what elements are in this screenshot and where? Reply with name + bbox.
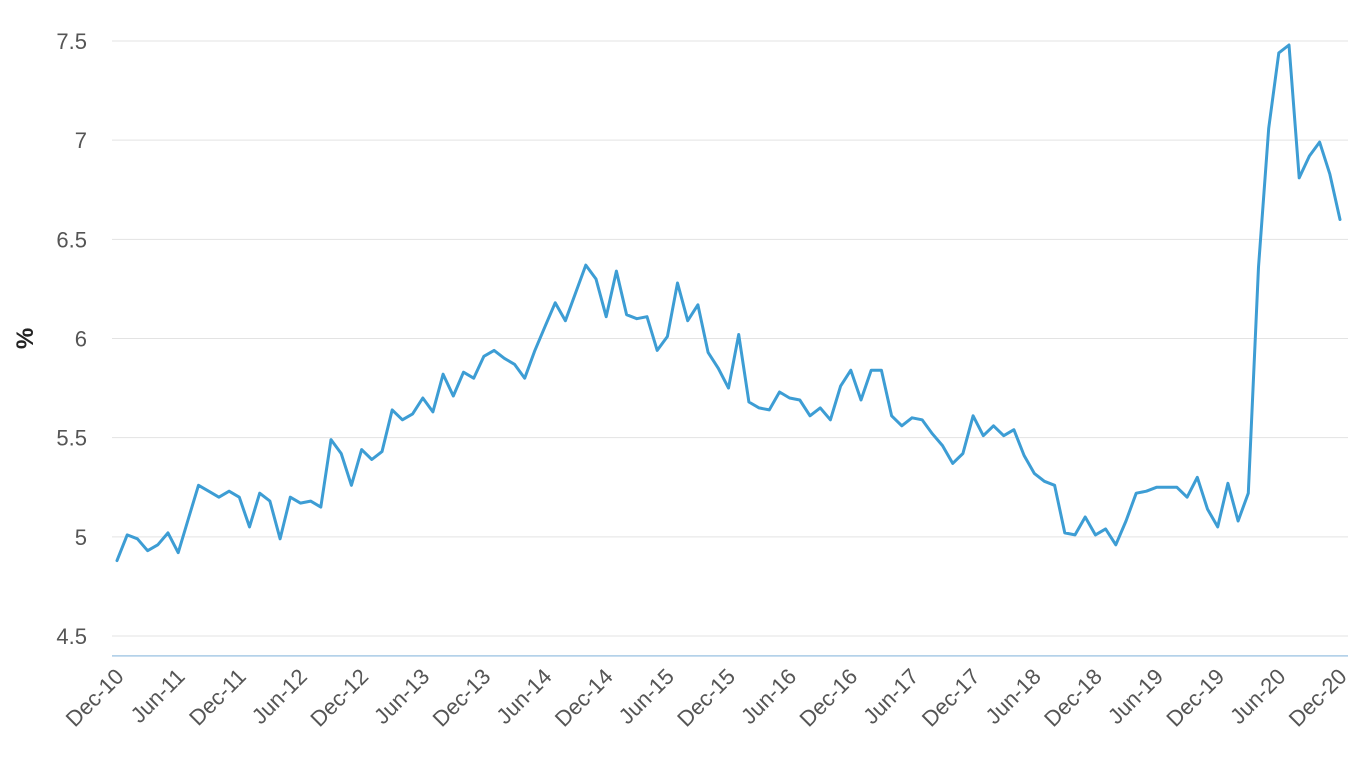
- x-tick-label: Dec-15: [672, 664, 740, 732]
- y-tick-label: 4.5: [56, 624, 87, 649]
- x-tick-label: Dec-14: [550, 664, 618, 732]
- series-line: [115, 43, 1342, 563]
- x-tick-label: Dec-10: [61, 664, 129, 732]
- x-tick-label: Dec-18: [1039, 664, 1107, 732]
- y-tick-label: 5.5: [56, 426, 87, 451]
- x-tick-label: Jun-18: [981, 664, 1046, 729]
- x-tick-label: Jun-12: [247, 664, 312, 729]
- y-tick-label: 7: [75, 128, 87, 153]
- x-tick-label: Jun-20: [1225, 664, 1290, 729]
- y-tick-label: 5: [75, 525, 87, 550]
- x-tick-label: Jun-19: [1103, 664, 1168, 729]
- x-tick-label: Jun-13: [369, 664, 434, 729]
- x-tick-label: Dec-19: [1161, 664, 1229, 732]
- x-tick-label: Dec-17: [917, 664, 985, 732]
- y-tick-label: 7.5: [56, 29, 87, 54]
- x-tick-label: Jun-15: [614, 664, 679, 729]
- x-tick-label: Dec-16: [795, 664, 863, 732]
- x-tick-label: Dec-11: [184, 664, 251, 731]
- y-axis-ticks: 4.5 5 5.5 6 6.5 7 7.5: [56, 29, 87, 649]
- x-tick-label: Jun-11: [126, 664, 190, 728]
- x-tick-label: Jun-16: [736, 664, 801, 729]
- x-tick-label: Jun-17: [858, 664, 923, 729]
- y-tick-label: 6.5: [56, 227, 87, 252]
- y-axis-title: %: [12, 328, 39, 349]
- gridlines: [112, 40, 1348, 637]
- y-tick-label: 6: [75, 327, 87, 352]
- x-axis-ticks: Dec-10Jun-11Dec-11Jun-12Dec-12Jun-13Dec-…: [61, 664, 1352, 732]
- x-tick-label: Dec-12: [305, 664, 373, 732]
- x-tick-label: Jun-14: [491, 664, 556, 729]
- series-group: [115, 43, 1342, 563]
- x-tick-label: Dec-20: [1284, 664, 1352, 732]
- x-tick-label: Dec-13: [428, 664, 496, 732]
